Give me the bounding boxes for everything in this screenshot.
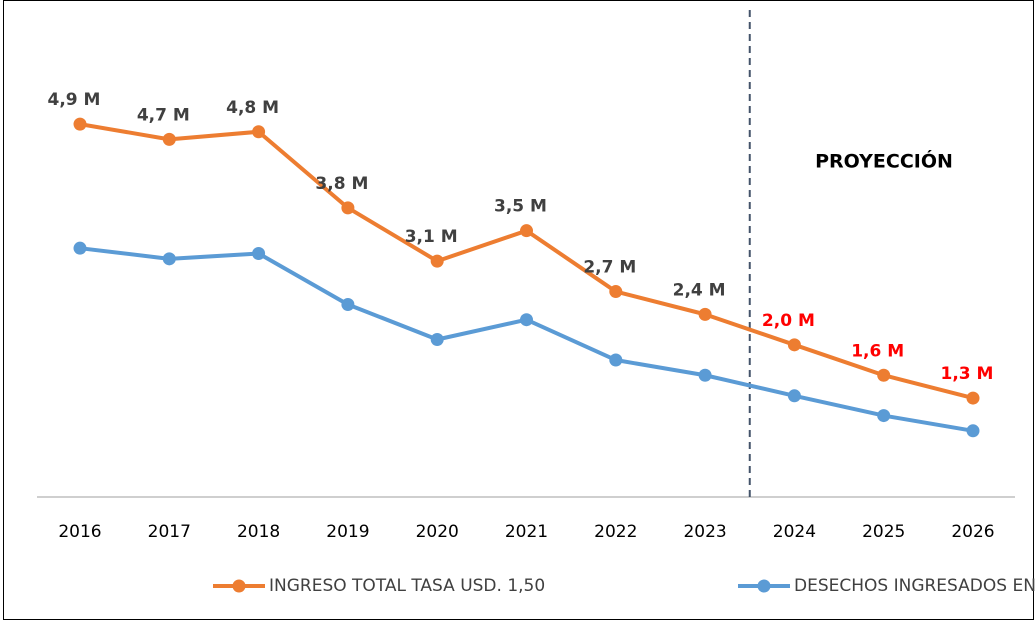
annotation: PROYECCIÓN bbox=[815, 149, 953, 173]
frame bbox=[3, 0, 1034, 620]
point bbox=[520, 224, 533, 238]
point bbox=[430, 332, 444, 346]
data-label: 3,5 M bbox=[494, 197, 547, 217]
data-label: 3,8 M bbox=[315, 174, 368, 194]
point bbox=[966, 391, 980, 405]
point bbox=[698, 368, 712, 382]
x-tick-label: 2026 bbox=[951, 522, 994, 542]
point bbox=[162, 132, 176, 146]
data-label: 4,8 M bbox=[226, 98, 279, 118]
x-tick-label: 2017 bbox=[148, 522, 191, 542]
legend-label: DESECHOS INGRESADOS EN KG bbox=[794, 576, 1035, 596]
point bbox=[341, 297, 355, 311]
data-label: 1,6 M bbox=[851, 341, 904, 361]
data-label: 2,7 M bbox=[583, 258, 636, 278]
point bbox=[877, 368, 891, 382]
data-label: 2,4 M bbox=[673, 280, 726, 300]
point bbox=[787, 389, 801, 403]
point bbox=[252, 247, 266, 260]
x-tick-label: 2019 bbox=[326, 522, 369, 542]
data-label: 4,9 M bbox=[48, 90, 101, 110]
point bbox=[698, 307, 712, 321]
x-tick-label: 2023 bbox=[683, 522, 726, 542]
legend-marker bbox=[232, 579, 246, 593]
point bbox=[73, 241, 87, 255]
x-tick-label: 2021 bbox=[505, 522, 548, 542]
point bbox=[252, 125, 266, 139]
point bbox=[609, 285, 623, 299]
data-label: 2,0 M bbox=[762, 311, 815, 331]
x-tick-label: 2020 bbox=[416, 522, 459, 542]
x-tick-label: 2025 bbox=[862, 522, 905, 542]
point bbox=[341, 201, 355, 215]
legend-marker bbox=[757, 579, 771, 593]
point bbox=[609, 353, 623, 367]
point bbox=[877, 409, 891, 423]
x-tick-label: 2016 bbox=[58, 522, 101, 542]
x-tick-label: 2018 bbox=[237, 522, 280, 542]
legend-label: INGRESO TOTAL TASA USD. 1,50 bbox=[269, 576, 545, 596]
data-label: 4,7 M bbox=[137, 105, 190, 125]
x-tick-label: 2022 bbox=[594, 522, 637, 542]
point bbox=[73, 117, 87, 131]
point bbox=[787, 338, 801, 352]
data-label: 3,1 M bbox=[405, 227, 458, 247]
point bbox=[430, 254, 444, 268]
x-tick-label: 2024 bbox=[773, 522, 816, 542]
point bbox=[162, 252, 176, 266]
series-line bbox=[79, 246, 974, 433]
point bbox=[966, 424, 980, 438]
point bbox=[520, 313, 533, 327]
data-label: 1,3 M bbox=[941, 364, 994, 384]
